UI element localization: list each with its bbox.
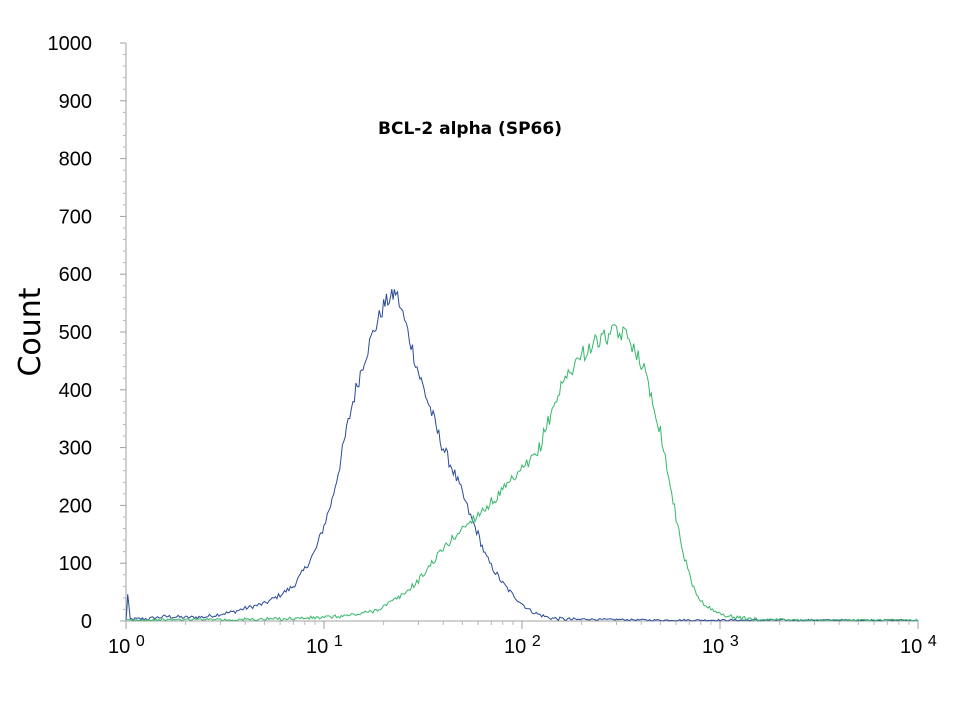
y-tick-label: 600 (59, 264, 92, 286)
y-tick-label: 400 (59, 380, 92, 402)
y-axis-label: Count (13, 287, 48, 376)
y-tick-label: 200 (59, 495, 92, 517)
y-tick-label: 800 (59, 149, 92, 171)
y-tick-label: 700 (59, 206, 92, 228)
plot-area (125, 289, 919, 622)
series-line-1 (125, 289, 919, 622)
chart-title: BCL-2 alpha (SP66) (378, 119, 562, 139)
series-line-2 (125, 324, 919, 622)
x-tick-label: 10 4 (900, 633, 937, 658)
x-tick-label: 10 0 (108, 633, 145, 658)
x-tick-label: 10 1 (306, 633, 343, 658)
x-tick-label: 10 2 (504, 633, 541, 658)
y-tick-label: 0 (81, 611, 92, 633)
y-tick-label: 900 (59, 91, 92, 113)
y-tick-label: 1000 (48, 33, 93, 55)
axes: 0 100 200 300 400 500 600 700 800 900 1000 10 0 10 1… (48, 33, 937, 658)
y-tick-label: 100 (59, 553, 92, 575)
y-tick-label: 300 (59, 438, 92, 460)
y-tick-label: 500 (59, 322, 92, 344)
x-tick-label: 10 3 (702, 633, 739, 658)
